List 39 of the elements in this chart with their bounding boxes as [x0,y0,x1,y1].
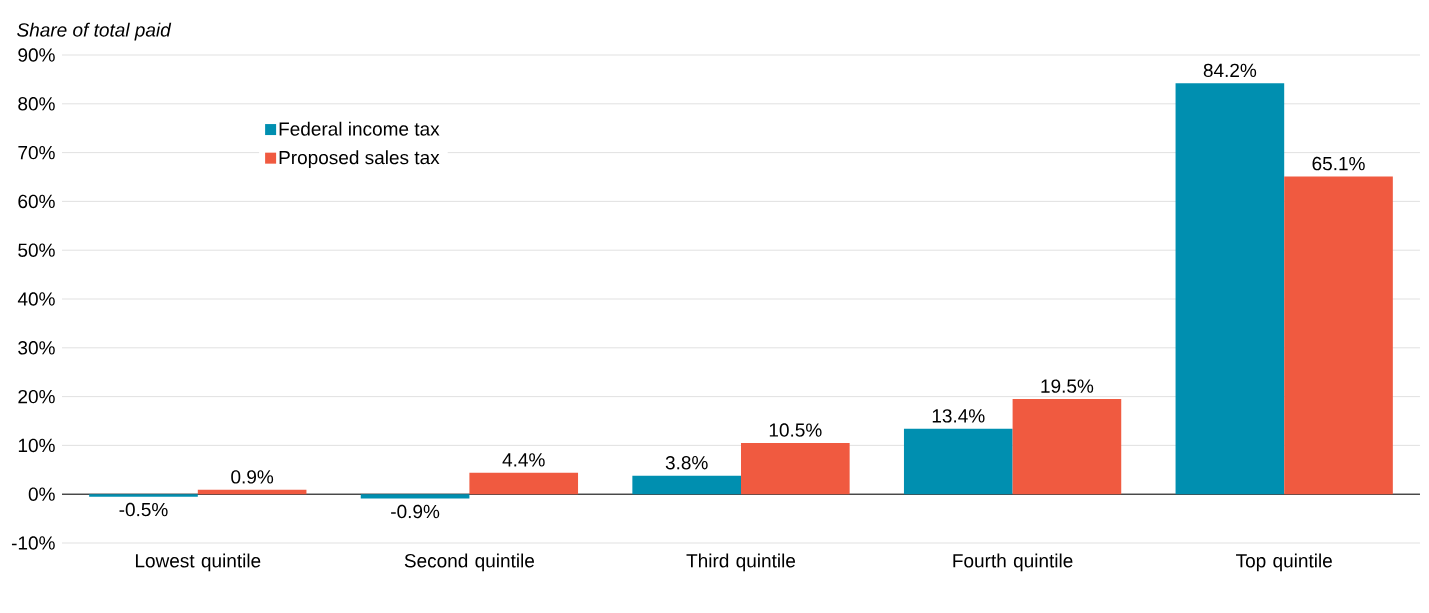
y-tick-label: 50% [18,243,55,257]
y-axis-title: Share of total paid [17,22,172,41]
bar [741,442,850,495]
y-tick-label: 10% [18,438,55,453]
y-tick-label: 70% [18,145,55,160]
y-tick-label: 30% [18,341,55,355]
y-tick-label: 20% [18,389,55,404]
bar [1175,83,1285,495]
data-label: 0.9% [231,470,274,484]
x-tick-label: Top quintile [1236,553,1332,572]
data-label: -0.5% [119,502,168,517]
y-tick-label: 0% [28,487,55,501]
data-label: 65.1% [1312,156,1365,171]
data-label: 3.8% [665,456,708,470]
x-tick-label: Third quintile [686,553,796,572]
data-label: 13.4% [932,409,985,423]
bar [89,494,198,497]
legend-label: Federal income tax [279,121,440,136]
data-label: 4.4% [502,453,545,467]
data-label: 10.5% [769,423,822,437]
data-label: 84.2% [1203,63,1257,78]
bar [1012,399,1122,495]
x-tick-label: Fourth quintile [953,553,1073,572]
data-label: -0.9% [391,504,440,519]
bar [469,472,579,495]
data-label: 19.5% [1041,379,1094,393]
y-tick-label: -10% [11,536,55,550]
bar [1284,176,1393,495]
y-tick-label: 40% [17,292,55,306]
bar [197,489,307,495]
bar [903,428,1013,495]
x-tick-label: Second quintile [404,553,535,572]
bar [632,475,741,495]
y-tick-label: 80% [18,97,55,111]
x-tick-label: Lowest quintile [135,553,261,572]
legend-label: Proposed sales tax [279,150,440,169]
y-tick-label: 90% [18,48,55,62]
y-tick-label: 60% [18,194,55,209]
bar [360,494,470,499]
